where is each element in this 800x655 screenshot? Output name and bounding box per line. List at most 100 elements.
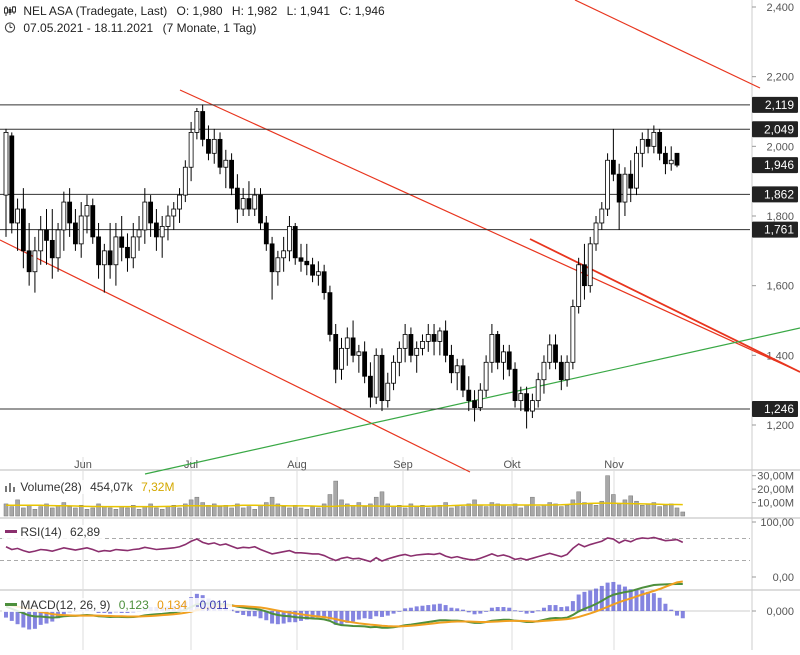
volume-bar	[264, 502, 269, 517]
candle-body	[460, 365, 466, 391]
volume-bar	[333, 480, 338, 517]
instrument-name: NEL ASA (Tradegate, Last)	[23, 4, 168, 18]
candle-body	[645, 138, 651, 147]
candle-body	[310, 264, 315, 276]
volume-bar	[246, 506, 252, 517]
candle-body	[90, 205, 96, 238]
volume-bar	[634, 500, 639, 517]
volume-tick-label: 20,00M	[757, 484, 794, 496]
clock-icon	[4, 22, 16, 33]
candle-body	[610, 159, 616, 175]
candle-body	[524, 393, 530, 412]
macd-histogram-bar	[362, 611, 367, 619]
volume-bar	[512, 503, 518, 517]
candle-body	[38, 229, 44, 252]
macd-histogram-value: -0,011	[195, 598, 229, 612]
candle-body	[639, 138, 645, 154]
volume-bar	[570, 499, 576, 517]
macd-histogram-bar	[513, 610, 518, 612]
macd-histogram-bar	[379, 611, 384, 617]
candle-body	[518, 393, 524, 402]
macd-value: 0,123	[118, 598, 149, 612]
volume-bar	[674, 507, 680, 517]
volume-bar	[564, 505, 570, 517]
candle-body	[495, 334, 501, 363]
chart-header-line1: NEL ASA (Tradegate, Last) O: 1,980 H: 1,…	[4, 4, 391, 18]
volume-bar	[206, 505, 211, 517]
volume-bar	[73, 507, 78, 517]
macd-histogram-bar	[634, 589, 639, 611]
level-label-box	[752, 121, 798, 138]
candle-body	[73, 222, 78, 245]
candle-body	[252, 194, 258, 210]
candle-body	[356, 351, 362, 356]
candle-body	[443, 330, 449, 356]
macd-histogram-bar	[27, 611, 32, 630]
volume-bar	[327, 494, 333, 517]
volume-bar	[668, 503, 674, 517]
macd-histogram-bar	[252, 611, 257, 617]
candle-body	[229, 159, 234, 189]
volume-bar	[350, 505, 356, 517]
volume-bar	[356, 502, 362, 517]
volume-bar	[90, 507, 96, 517]
candle-body	[535, 379, 541, 402]
macd-histogram-bar	[38, 611, 43, 625]
volume-bar	[483, 506, 489, 517]
volume-bar	[321, 503, 327, 517]
volume-bar	[229, 507, 234, 517]
macd-histogram-bar	[443, 605, 448, 611]
candle-body	[263, 222, 269, 245]
macd-histogram-bar	[61, 611, 66, 615]
macd-histogram-bar	[541, 607, 546, 611]
open-value: O: 1,980	[176, 4, 223, 18]
volume-bar	[217, 506, 223, 517]
candle-body	[321, 271, 327, 294]
candle-body	[61, 201, 67, 231]
macd-histogram-bar	[385, 611, 390, 616]
macd-histogram-bar	[582, 591, 587, 611]
volume-bar	[119, 506, 124, 517]
macd-histogram-bar	[356, 611, 361, 620]
macd-histogram-bar	[547, 605, 552, 611]
macd-histogram-bar	[640, 590, 645, 611]
level-label: 2,049	[764, 122, 794, 136]
candle-body	[651, 131, 657, 147]
macd-histogram-bar	[460, 609, 465, 611]
volume-bar	[582, 502, 587, 517]
candle-body	[454, 365, 460, 374]
rsi-label: RSI(14)	[20, 525, 62, 539]
macd-histogram-bar	[611, 581, 616, 611]
candle-body	[159, 226, 165, 238]
upper-trendline-outer	[574, 0, 761, 89]
volume-bar	[680, 511, 686, 517]
macd-histogram-bar	[414, 606, 419, 611]
candle-body	[258, 194, 263, 224]
volume-bar	[547, 502, 552, 517]
level-label-box	[752, 186, 798, 203]
candle-body	[292, 226, 298, 259]
candle-body	[315, 271, 321, 276]
volume-last-value: 454,07k	[90, 480, 133, 494]
volume-tick-label: 30,00M	[757, 471, 794, 483]
macd-histogram-bar	[680, 611, 685, 619]
candle-body	[541, 361, 547, 381]
candle-body	[130, 236, 136, 259]
candle-body	[472, 400, 477, 408]
candle-body	[408, 334, 414, 356]
volume-bar	[593, 505, 599, 517]
rsi-value: 62,89	[70, 525, 101, 539]
volume-bar	[657, 506, 662, 517]
candle-body	[269, 243, 275, 273]
macd-histogram-bar	[241, 611, 246, 615]
candle-body	[223, 159, 229, 168]
candle-body	[9, 135, 15, 224]
macd-histogram-bar	[478, 611, 483, 614]
candle-body	[506, 351, 512, 370]
volume-bar	[628, 495, 633, 517]
candle-body	[558, 361, 564, 381]
month-label: Sep	[393, 459, 413, 471]
macd-histogram-bar	[235, 611, 240, 613]
